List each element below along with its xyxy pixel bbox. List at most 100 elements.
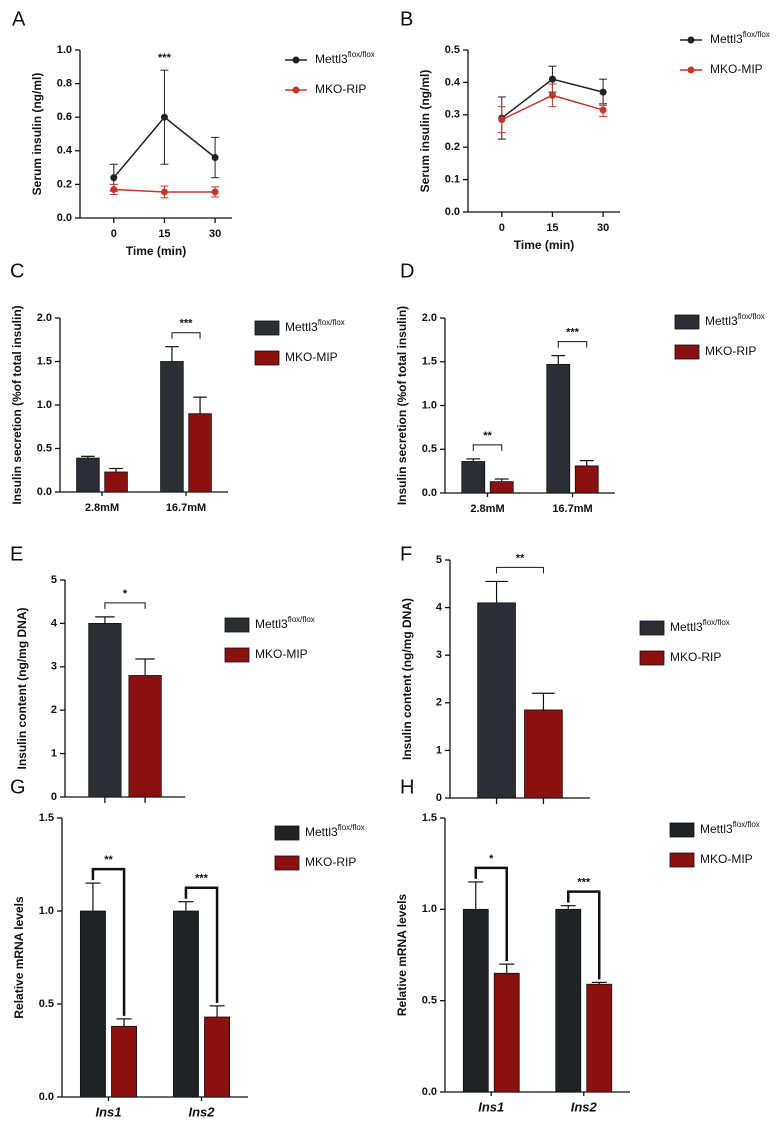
y-tick-label: 0.0 (422, 1086, 437, 1098)
legend-label: Mettl3flox/flox (255, 615, 315, 631)
legend-name: MKO-RIP (315, 82, 366, 96)
bar (524, 709, 563, 799)
x-tick-label: 30 (209, 228, 221, 240)
y-axis-label: Relative mRNA levels (395, 894, 409, 1017)
panel-letter: G (10, 776, 26, 798)
x-axis-label: Time (min) (126, 244, 186, 258)
x-tick-label: 15 (546, 222, 558, 234)
y-tick-label: 0.0 (39, 1091, 54, 1103)
y-tick-label: 0.5 (39, 998, 54, 1010)
y-tick-label: 1.5 (422, 356, 437, 368)
legend-name: MKO-RIP (705, 344, 756, 358)
significance-bracket (171, 332, 201, 339)
bar (104, 471, 128, 493)
legend-label: Mettl3flox/flox (305, 823, 365, 839)
legend-name: Mettl3 (700, 822, 733, 836)
y-axis-label: Insulin content (ng/mg DNA) (400, 598, 414, 760)
y-tick-label: 1.0 (37, 399, 52, 411)
significance: *** (577, 877, 591, 889)
legend-label: MKO-MIP (285, 350, 338, 364)
significance-bracket (184, 886, 219, 1003)
y-tick-label: 0.8 (57, 78, 72, 90)
x-tick-label: 30 (597, 222, 609, 234)
legend-name: MKO-MIP (255, 647, 308, 661)
y-tick-label: 0.0 (422, 487, 437, 499)
significance: * (489, 853, 494, 865)
legend-superscript: flox/flox (703, 618, 730, 627)
y-tick-label: 0.0 (445, 206, 460, 218)
y-tick-label: 0.5 (422, 443, 437, 455)
y-axis-label: Insulin content (ng/mg DNA) (15, 608, 29, 770)
y-tick-label: 1.0 (422, 903, 437, 915)
y-tick-label: 1.5 (39, 812, 54, 824)
legend-swatch (224, 647, 250, 663)
bar (88, 623, 122, 798)
significance: ** (516, 552, 525, 564)
legend-name: Mettl3 (315, 52, 348, 66)
legend-label: MKO-MIP (710, 62, 763, 76)
y-tick-label: 0.3 (445, 109, 460, 121)
x-tick-label: 2.8mM (85, 502, 119, 514)
point (599, 88, 607, 96)
bar (79, 910, 106, 1098)
point (599, 106, 607, 114)
y-tick-label: 0.1 (445, 174, 460, 186)
legend-name: Mettl3 (285, 320, 318, 334)
y-tick-label: 0.5 (445, 44, 460, 56)
y-tick-label: 0.6 (57, 111, 72, 123)
significance-bracket (104, 602, 146, 609)
y-tick-label: 3 (51, 661, 57, 673)
y-tick-label: 1.0 (422, 399, 437, 411)
point (160, 188, 168, 196)
bar (204, 1016, 231, 1098)
legend-label: MKO-RIP (705, 344, 756, 358)
panel-letter: C (10, 260, 24, 282)
y-tick-label: 0 (51, 791, 57, 803)
y-tick-label: 1.0 (39, 905, 54, 917)
legend-swatch (224, 617, 250, 633)
legend-label: MKO-RIP (315, 82, 366, 96)
legend-name: MKO-MIP (700, 852, 753, 866)
panel-letter: H (400, 776, 414, 798)
legend-swatch (669, 852, 695, 868)
bar (477, 602, 516, 799)
bar (546, 363, 571, 494)
y-tick-label: 2.0 (37, 312, 52, 324)
bar (489, 481, 514, 494)
legend-label: Mettl3flox/flox (700, 820, 760, 836)
y-tick-label: 5 (436, 554, 442, 566)
x-tick-label: 0 (111, 228, 117, 240)
legend-label: MKO-MIP (700, 852, 753, 866)
x-tick-label: 16.7mM (552, 503, 592, 515)
legend-marker (687, 66, 695, 74)
x-tick-label: Ins1 (478, 1099, 504, 1114)
y-axis-label: Serum insulin (ng/ml) (30, 73, 44, 196)
legend-name: Mettl3 (710, 32, 743, 46)
legend-label: Mettl3flox/flox (670, 618, 730, 634)
y-tick-label: 0.5 (422, 995, 437, 1007)
bar (76, 457, 100, 493)
legend-marker (292, 56, 300, 64)
legend-label: MKO-RIP (305, 855, 356, 869)
bar (461, 461, 486, 494)
legend-name: Mettl3 (255, 617, 288, 631)
point (548, 75, 556, 83)
panel-letter: A (12, 8, 26, 30)
x-tick-label: 16.7mM (166, 502, 206, 514)
y-tick-label: 5 (51, 574, 57, 586)
panel-letter: D (400, 260, 414, 282)
significance: ** (483, 430, 492, 442)
bar (555, 908, 582, 1093)
significance-bracket (496, 566, 544, 574)
legend-name: MKO-MIP (710, 62, 763, 76)
y-tick-label: 1.0 (57, 44, 72, 56)
x-tick-label: 2.8mM (470, 503, 504, 515)
legend-superscript: flox/flox (348, 50, 375, 59)
point (211, 154, 219, 162)
legend-superscript: flox/flox (738, 312, 765, 321)
x-tick-label: Ins2 (571, 1099, 598, 1114)
y-tick-label: 0.5 (37, 442, 52, 454)
legend-name: MKO-RIP (670, 650, 721, 664)
y-tick-label: 2 (436, 697, 442, 709)
